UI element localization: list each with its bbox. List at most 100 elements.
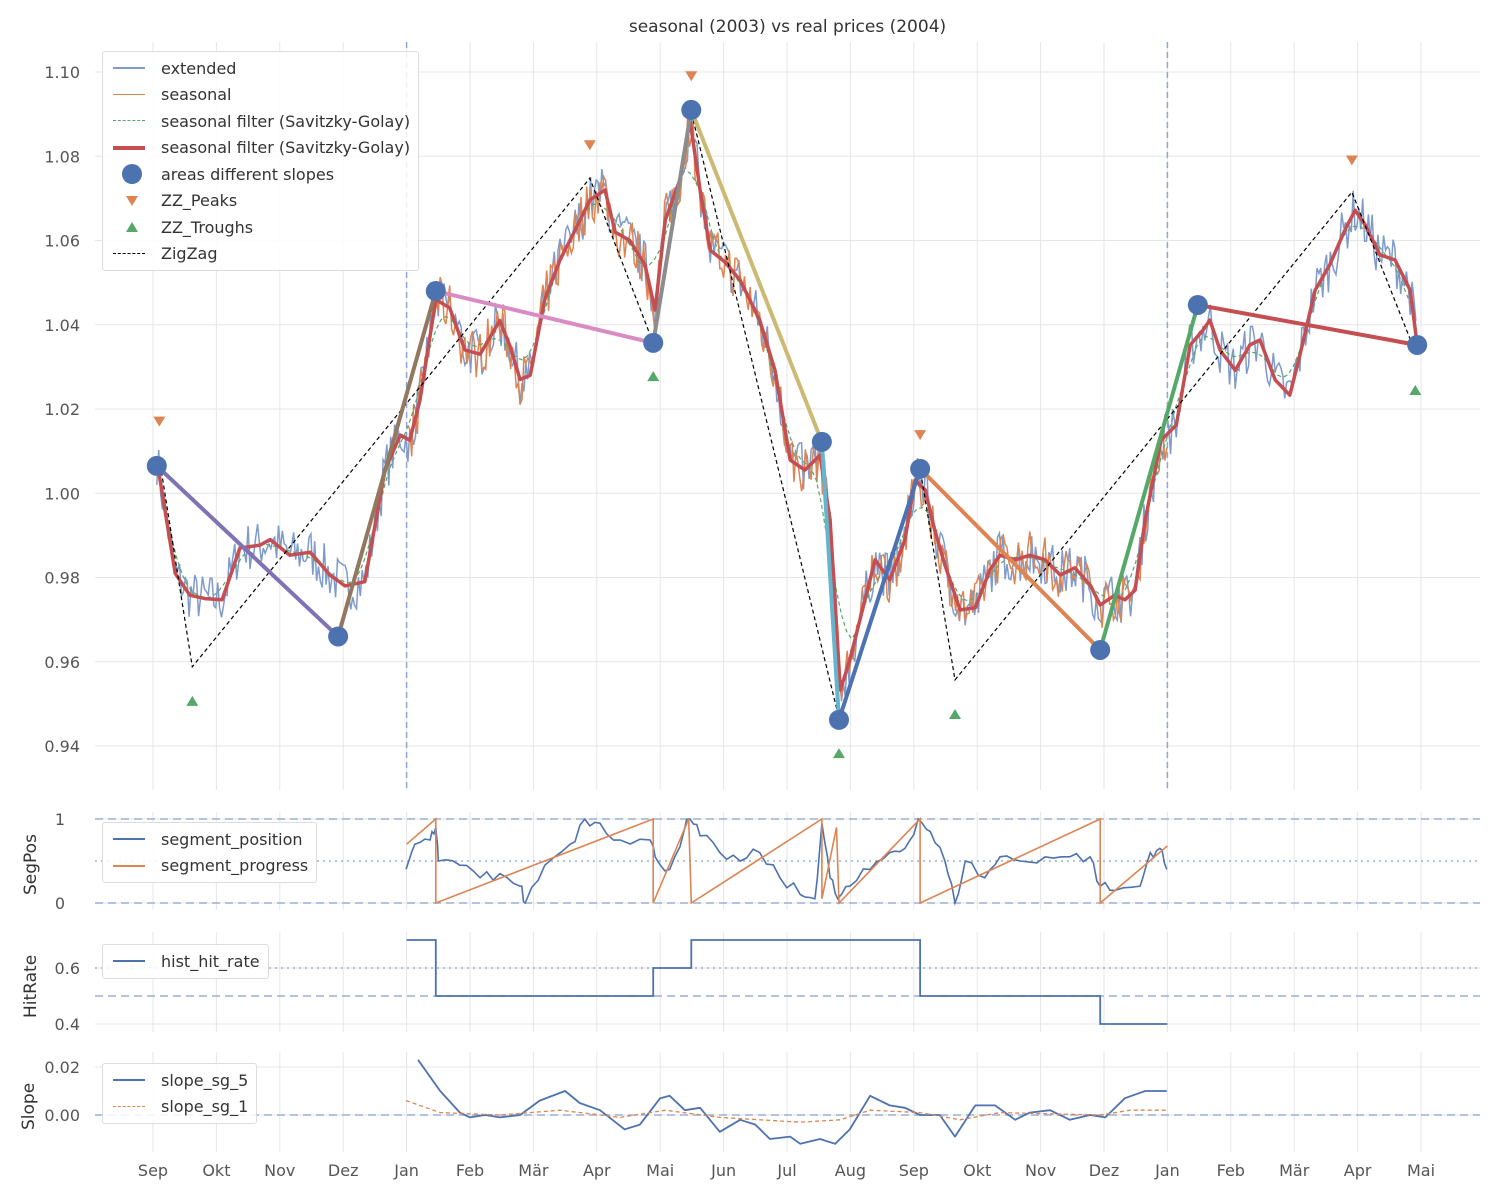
legend-item: areas different slopes: [109, 161, 410, 188]
legend-label: seasonal filter (Savitzky-Golay): [161, 138, 411, 158]
x-tick-label: Apr: [583, 1161, 611, 1180]
legend-hitrate: hist_hit_rate: [102, 944, 269, 979]
legend-item: slope_sg_5: [109, 1067, 248, 1094]
legend-label: seasonal filter (Savitzky-Golay): [161, 111, 411, 131]
x-tick-label: Feb: [456, 1161, 484, 1180]
legend-item: ZZ_Peaks: [109, 188, 410, 215]
x-tick-label: Mai: [1407, 1161, 1435, 1180]
legend-label: ZigZag: [161, 244, 218, 264]
legend-label: segment_progress: [161, 856, 309, 876]
y-tick-label: 1.00: [44, 484, 80, 503]
legend-label: seasonal: [161, 85, 232, 105]
x-tick-label: Nov: [1025, 1161, 1056, 1180]
slope-sg1-line: [405, 1099, 1167, 1123]
slope-area-point: [811, 431, 832, 452]
trough-marker: [647, 371, 660, 382]
slope-segment-line: [336, 290, 438, 638]
legend-segpos: segment_position segment_progress: [102, 822, 318, 883]
peak-marker: [153, 416, 166, 427]
y-tick-label: 0.96: [44, 653, 80, 672]
legend-label: segment_position: [161, 829, 303, 849]
ylabel-slope: Slope: [19, 1082, 39, 1130]
y-tick-label: 0.02: [44, 1058, 80, 1077]
trough-marker: [832, 748, 845, 759]
x-tick-label: Sep: [899, 1161, 929, 1180]
chart-title: seasonal (2003) vs real prices (2004): [628, 17, 947, 37]
x-tick-label: Mär: [1279, 1161, 1310, 1180]
slope-area-point: [1090, 639, 1111, 660]
legend-item: seasonal filter (Savitzky-Golay): [109, 108, 410, 135]
legend-label: extended: [161, 58, 237, 78]
legend-label: areas different slopes: [161, 164, 335, 184]
y-tick-label: 0.94: [44, 737, 80, 756]
ylabel-segpos: SegPos: [21, 834, 41, 895]
slope-segment-line: [651, 109, 694, 344]
slope-area-point: [1187, 294, 1208, 315]
legend-label: ZZ_Peaks: [161, 191, 238, 211]
slope-segment-line: [837, 468, 923, 721]
slope-area-point: [910, 458, 931, 479]
x-tick-label: Nov: [264, 1161, 295, 1180]
sg-filter-thin-line: [156, 170, 1416, 640]
slope-segment-line: [155, 464, 340, 638]
legend-item: segment_position: [109, 826, 308, 853]
y-tick-label: 0.4: [55, 1015, 80, 1034]
x-tick-label: Jul: [776, 1161, 796, 1180]
x-tick-label: Jan: [393, 1161, 419, 1180]
zigzag-line: [158, 111, 1416, 721]
trough-marker: [949, 708, 962, 719]
x-tick-label: Okt: [963, 1161, 991, 1180]
slope-area-point: [328, 626, 349, 647]
x-tick-label: Jan: [1154, 1161, 1180, 1180]
slope-area-point: [643, 332, 664, 353]
y-tick-label: 0.00: [44, 1106, 80, 1125]
slope-area-point: [828, 709, 849, 730]
legend-item: seasonal filter (Savitzky-Golay): [109, 135, 410, 162]
y-tick-label: 1.10: [44, 63, 80, 82]
y-tick-label: 0.6: [55, 959, 80, 978]
legend-label: slope_sg_5: [161, 1070, 249, 1090]
slope-area-point: [1407, 334, 1428, 355]
y-tick-label: 1.06: [44, 232, 80, 251]
x-tick-label: Dez: [328, 1161, 359, 1180]
peak-marker: [583, 140, 596, 151]
peak-marker: [1345, 155, 1358, 166]
slope-segment-line: [435, 289, 654, 345]
x-tick-label: Okt: [202, 1161, 230, 1180]
legend-item: hist_hit_rate: [109, 948, 260, 975]
legend-item: extended: [109, 55, 410, 82]
slope-area-point: [681, 99, 702, 120]
y-tick-label: 1.08: [44, 147, 80, 166]
sg-filter-line: [155, 118, 1419, 692]
peak-marker: [685, 71, 698, 82]
peak-marker: [914, 430, 927, 441]
legend-label: ZZ_Troughs: [161, 217, 254, 237]
y-tick-label: 0.98: [44, 569, 80, 588]
slope-area-point: [425, 281, 446, 302]
ylabel-hitrate: HitRate: [21, 954, 41, 1018]
x-tick-label: Mai: [646, 1161, 674, 1180]
legend-item: segment_progress: [109, 853, 308, 880]
x-tick-label: Jun: [710, 1161, 736, 1180]
legend-slope: slope_sg_5 slope_sg_1: [102, 1063, 258, 1124]
legend-label: hist_hit_rate: [161, 951, 260, 971]
slope-segment-line: [918, 467, 1102, 652]
x-tick-label: Dez: [1089, 1161, 1120, 1180]
x-tick-label: Mär: [518, 1161, 549, 1180]
legend-item: seasonal: [109, 82, 410, 109]
x-tick-label: Aug: [835, 1161, 866, 1180]
slope-segment-line: [819, 441, 841, 721]
legend-main: extended seasonal seasonal filter (Savit…: [102, 51, 420, 271]
legend-item: ZigZag: [109, 241, 410, 268]
y-tick-label: 1.02: [44, 400, 80, 419]
slope-area-point: [146, 455, 167, 476]
trough-marker: [186, 695, 199, 706]
slope-segment-line: [1197, 302, 1418, 347]
segment-position-line: [405, 817, 1168, 907]
trough-marker: [1409, 385, 1422, 396]
slope-sg5-line: [417, 1059, 1167, 1145]
y-tick-label: 1.04: [44, 316, 80, 335]
legend-item: ZZ_Troughs: [109, 214, 410, 241]
